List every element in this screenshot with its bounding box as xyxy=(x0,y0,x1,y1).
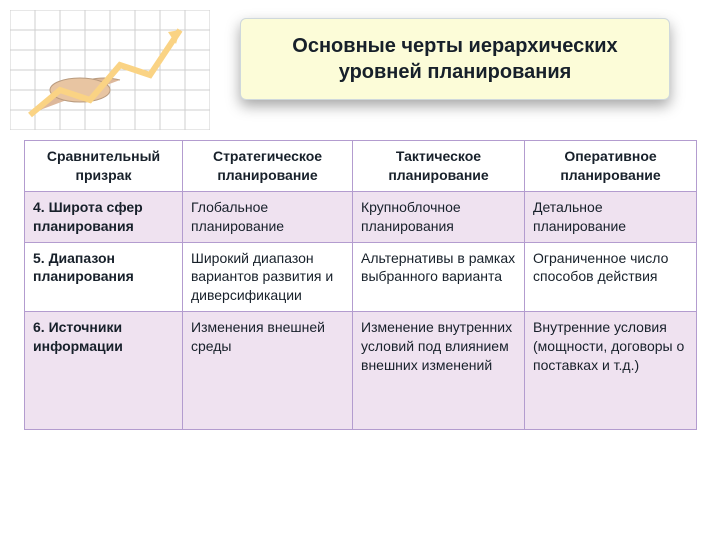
table-header-row: Сравнительный призрак Стратегическое пла… xyxy=(25,141,697,192)
cell-tactical: Альтернативы в рамках выбранного вариант… xyxy=(353,242,525,312)
page-title: Основные черты иерархических уровней пла… xyxy=(240,18,670,100)
cell-strategic: Глобальное планирование xyxy=(183,191,353,242)
cell-tactical: Изменение внутренних условий под влияние… xyxy=(353,312,525,430)
title-text: Основные черты иерархических уровней пла… xyxy=(292,35,617,83)
header-tactical: Тактическое планирование xyxy=(353,141,525,192)
cell-strategic: Широкий диапазон вариантов развития и ди… xyxy=(183,242,353,312)
header-operative: Оперативное планирование xyxy=(525,141,697,192)
header-strategic: Стратегическое планирование xyxy=(183,141,353,192)
row-label: 5. Диапазон планирования xyxy=(25,242,183,312)
cell-operative: Детальное планирование xyxy=(525,191,697,242)
table-row: 6. Источники информации Изменения внешне… xyxy=(25,312,697,430)
planning-table: Сравнительный призрак Стратегическое пла… xyxy=(24,140,697,430)
cell-tactical: Крупноблочное планирования xyxy=(353,191,525,242)
cell-strategic: Изменения внешней среды xyxy=(183,312,353,430)
cell-operative: Внутренние условия (мощности, договоры о… xyxy=(525,312,697,430)
table-row: 4. Широта сфер планирования Глобальное п… xyxy=(25,191,697,242)
chart-graphic xyxy=(10,10,210,130)
row-label: 4. Широта сфер планирования xyxy=(25,191,183,242)
row-label: 6. Источники информации xyxy=(25,312,183,430)
cell-operative: Ограниченное число способов действия xyxy=(525,242,697,312)
table-row: 5. Диапазон планирования Широкий диапазо… xyxy=(25,242,697,312)
header-compare: Сравнительный призрак xyxy=(25,141,183,192)
